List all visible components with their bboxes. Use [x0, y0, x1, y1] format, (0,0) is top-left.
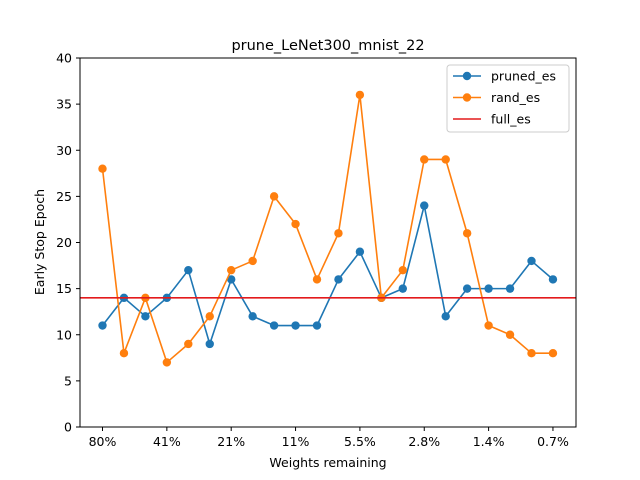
legend-marker-pruned_es: [462, 71, 472, 81]
x-tick-label-5: 2.8%: [408, 434, 440, 449]
point-rand_es-18: [484, 321, 493, 330]
legend-box: [446, 64, 570, 133]
point-rand_es-9: [291, 219, 300, 229]
y-tick-label-15: 15: [56, 281, 72, 296]
point-pruned_es-19: [505, 284, 515, 293]
x-tick-label-1: 41%: [153, 434, 181, 449]
point-pruned_es-20: [527, 256, 536, 266]
x-tick-label-2: 21%: [217, 434, 245, 449]
x-tick-label-6: 1.4%: [473, 434, 505, 449]
point-pruned_es-8: [269, 321, 279, 330]
y-axis-label: Early Stop Epoch: [32, 189, 47, 295]
point-pruned_es-0: [98, 321, 107, 330]
point-rand_es-5: [205, 312, 214, 321]
y-tick-label-35: 35: [56, 97, 72, 112]
point-pruned_es-7: [248, 312, 257, 321]
point-pruned_es-6: [227, 275, 236, 284]
x-tick-label-3: 11%: [282, 434, 310, 449]
point-rand_es-0: [98, 164, 107, 173]
point-rand_es-7: [248, 256, 257, 266]
y-tick-label-0: 0: [64, 420, 72, 435]
point-rand_es-21: [548, 349, 558, 358]
chart-title: prune_LeNet300_mnist_22: [231, 38, 424, 54]
point-pruned_es-5: [205, 339, 214, 349]
point-rand_es-4: [184, 339, 193, 349]
legend-label-pruned_es: pruned_es: [491, 69, 556, 84]
point-rand_es-6: [227, 265, 236, 275]
point-pruned_es-4: [184, 265, 193, 275]
y-tick-label-30: 30: [56, 143, 72, 158]
point-pruned_es-18: [484, 284, 493, 293]
point-pruned_es-12: [355, 247, 365, 256]
y-tick-label-5: 5: [64, 373, 72, 388]
series-layer: [80, 90, 576, 367]
point-rand_es-17: [462, 229, 472, 238]
point-pruned_es-9: [291, 321, 300, 330]
x-tick-label-7: 0.7%: [537, 434, 569, 449]
legend: pruned_es rand_es full_es: [446, 64, 570, 133]
series-line-pruned_es: [101, 204, 554, 345]
x-tick-label-4: 5.5%: [344, 434, 376, 449]
point-rand_es-15: [420, 155, 429, 164]
point-pruned_es-21: [548, 275, 558, 284]
y-tick-label-10: 10: [56, 327, 72, 342]
point-rand_es-11: [334, 229, 343, 238]
y-tick-label-40: 40: [56, 51, 72, 66]
point-pruned_es-14: [398, 284, 407, 293]
point-pruned_es-17: [462, 284, 472, 293]
point-pruned_es-10: [312, 321, 322, 330]
point-pruned_es-2: [141, 312, 150, 321]
point-pruned_es-11: [334, 275, 343, 284]
legend-marker-rand_es: [462, 93, 472, 102]
legend-label-full_es: full_es: [491, 112, 531, 127]
point-rand_es-1: [119, 349, 129, 358]
x-tick-label-0: 80%: [89, 434, 117, 449]
x-axis-label: Weights remaining: [269, 455, 386, 470]
point-rand_es-19: [505, 330, 515, 339]
point-rand_es-14: [398, 265, 407, 275]
point-pruned_es-16: [441, 312, 450, 321]
point-rand_es-12: [355, 90, 365, 100]
y-tick-label-25: 25: [56, 189, 72, 204]
legend-label-rand_es: rand_es: [491, 90, 540, 105]
point-rand_es-16: [441, 155, 450, 164]
point-pruned_es-15: [420, 201, 429, 210]
axes-layer: 0 5 10 15 20 25 30 35 40 80% 41% 21% 11% 5.5% 2.8% 1.4%…: [56, 51, 577, 449]
point-rand_es-8: [269, 192, 279, 201]
y-tick-label-20: 20: [56, 235, 72, 250]
point-rand_es-3: [162, 358, 172, 367]
point-rand_es-20: [527, 349, 536, 358]
point-rand_es-10: [312, 275, 322, 284]
series-line-rand_es: [101, 94, 553, 364]
